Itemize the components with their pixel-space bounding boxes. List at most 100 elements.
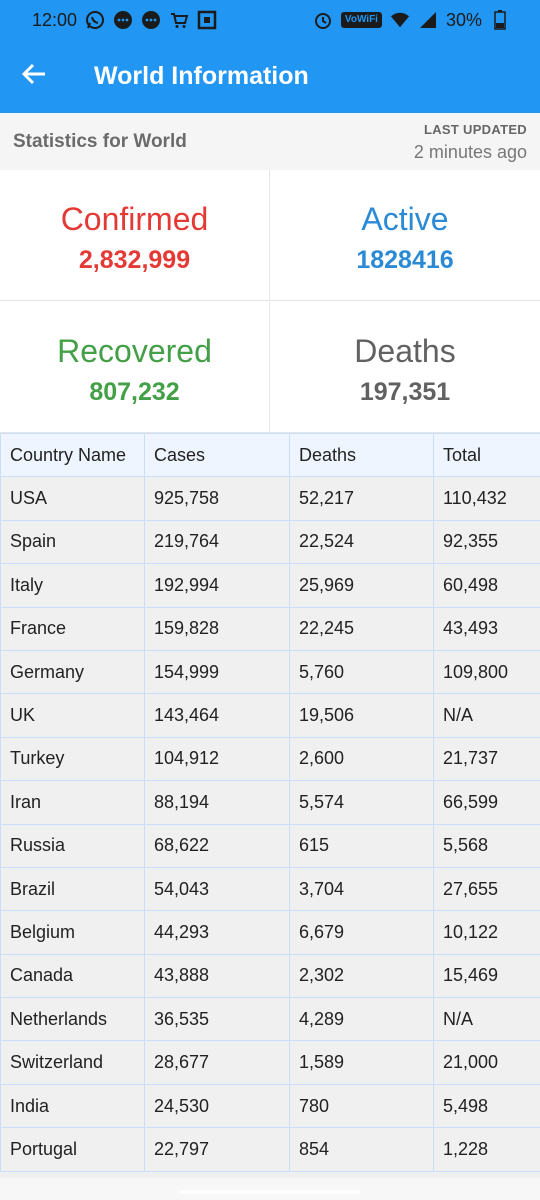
- cell-country: India: [0, 1083, 145, 1129]
- cell-deaths: 22,245: [289, 606, 434, 651]
- cell-country: Belgium: [0, 910, 145, 955]
- country-table-container[interactable]: Country Name Cases Deaths Total USA 925,7…: [0, 433, 540, 1178]
- table-row[interactable]: France 159,828 22,245 43,493: [0, 606, 540, 651]
- cell-total: 60,498: [433, 563, 540, 608]
- table-row[interactable]: Russia 68,622 615 5,568: [0, 823, 540, 868]
- cell-total: 5,498: [433, 1083, 540, 1129]
- status-time: 12:00: [32, 9, 78, 30]
- whatsapp-icon: [85, 10, 105, 30]
- cell-deaths: 4,289: [289, 997, 434, 1042]
- cell-deaths: 5,760: [289, 649, 434, 695]
- cell-cases: 36,535: [144, 997, 290, 1042]
- chat-bubble-icon: [113, 10, 133, 30]
- cell-total: 1,228: [433, 1127, 540, 1172]
- cell-cases: 219,764: [144, 519, 290, 565]
- confirmed-label: Confirmed: [60, 201, 209, 237]
- table-row[interactable]: Spain 219,764 22,524 92,355: [0, 519, 540, 565]
- cell-deaths: 615: [289, 823, 434, 868]
- stats-cards: Confirmed 2,832,999 Active 1828416 Recov…: [0, 170, 540, 433]
- cell-country: Iran: [0, 780, 145, 825]
- status-bar: 12:00 VoWiFi 30%: [0, 0, 540, 40]
- cell-total: 109,800: [433, 649, 540, 695]
- cell-cases: 159,828: [144, 606, 290, 651]
- recovered-card: Recovered 807,232: [0, 302, 270, 433]
- deaths-label: Deaths: [354, 333, 456, 369]
- cell-cases: 925,758: [144, 476, 290, 521]
- table-row[interactable]: UK 143,464 19,506 N/A: [0, 693, 540, 738]
- cell-deaths: 2,302: [289, 953, 434, 999]
- table-row[interactable]: Iran 88,194 5,574 66,599: [0, 780, 540, 825]
- cell-deaths: 6,679: [289, 910, 434, 955]
- cell-country: Canada: [0, 953, 145, 999]
- cell-total: 10,122: [433, 910, 540, 955]
- cell-cases: 68,622: [144, 823, 290, 868]
- table-row[interactable]: USA 925,758 52,217 110,432: [0, 476, 540, 521]
- header-deaths: Deaths: [289, 433, 434, 478]
- table-row[interactable]: Germany 154,999 5,760 109,800: [0, 649, 540, 695]
- recovered-label: Recovered: [57, 333, 212, 369]
- cell-cases: 43,888: [144, 953, 290, 999]
- cell-country: Netherlands: [0, 997, 145, 1042]
- table-row[interactable]: Switzerland 28,677 1,589 21,000: [0, 1040, 540, 1085]
- cell-deaths: 1,589: [289, 1040, 434, 1085]
- cell-total: 110,432: [433, 476, 540, 521]
- cell-deaths: 22,524: [289, 519, 434, 565]
- cell-deaths: 780: [289, 1083, 434, 1129]
- active-card: Active 1828416: [270, 170, 540, 301]
- cell-country: Germany: [0, 649, 145, 695]
- cart-icon: [169, 10, 189, 30]
- bottom-bar: [0, 1178, 540, 1200]
- table-header-row: Country Name Cases Deaths Total: [0, 433, 540, 478]
- table-row[interactable]: Belgium 44,293 6,679 10,122: [0, 910, 540, 955]
- cell-deaths: 3,704: [289, 866, 434, 912]
- cell-country: France: [0, 606, 145, 651]
- cell-deaths: 854: [289, 1127, 434, 1172]
- cell-deaths: 52,217: [289, 476, 434, 521]
- cell-total: 92,355: [433, 519, 540, 565]
- home-indicator[interactable]: [180, 1190, 360, 1194]
- cell-deaths: 19,506: [289, 693, 434, 738]
- cell-total: 21,000: [433, 1040, 540, 1085]
- cell-cases: 154,999: [144, 649, 290, 695]
- cell-country: Italy: [0, 563, 145, 608]
- arrow-left-icon: [21, 61, 47, 92]
- page-title: World Information: [94, 62, 309, 90]
- last-updated-value: 2 minutes ago: [413, 142, 527, 162]
- cell-total: N/A: [433, 997, 540, 1042]
- cell-country: Brazil: [0, 866, 145, 912]
- table-row[interactable]: India 24,530 780 5,498: [0, 1083, 540, 1129]
- cell-country: Portugal: [0, 1127, 145, 1172]
- cell-cases: 22,797: [144, 1127, 290, 1172]
- stats-title: Statistics for World: [13, 131, 187, 152]
- table-row[interactable]: Portugal 22,797 854 1,228: [0, 1127, 540, 1172]
- cell-cases: 54,043: [144, 866, 290, 912]
- header-cases: Cases: [144, 433, 290, 478]
- cell-country: Spain: [0, 519, 145, 565]
- chat-bubble-icon: [141, 10, 161, 30]
- table-row[interactable]: Netherlands 36,535 4,289 N/A: [0, 997, 540, 1042]
- table-row[interactable]: Brazil 54,043 3,704 27,655: [0, 866, 540, 912]
- vowifi-badge: VoWiFi: [340, 12, 382, 28]
- active-label: Active: [361, 201, 449, 237]
- cell-cases: 143,464: [144, 693, 290, 738]
- confirmed-value: 2,832,999: [78, 246, 191, 274]
- cell-deaths: 5,574: [289, 780, 434, 825]
- cell-total: 43,493: [433, 606, 540, 651]
- deaths-card: Deaths 197,351: [270, 302, 540, 433]
- deaths-value: 197,351: [359, 378, 451, 406]
- active-value: 1828416: [356, 246, 454, 274]
- back-button[interactable]: [4, 47, 64, 107]
- cell-total: N/A: [433, 693, 540, 738]
- country-table: Country Name Cases Deaths Total USA 925,7…: [0, 433, 540, 1172]
- table-row[interactable]: Turkey 104,912 2,600 21,737: [0, 736, 540, 782]
- cell-country: UK: [0, 693, 145, 738]
- qr-icon: [197, 10, 217, 30]
- cell-cases: 24,530: [144, 1083, 290, 1129]
- table-row[interactable]: Canada 43,888 2,302 15,469: [0, 953, 540, 999]
- cell-country: Russia: [0, 823, 145, 868]
- cell-country: Turkey: [0, 736, 145, 782]
- header-total: Total: [433, 433, 540, 478]
- last-updated-label: LAST UPDATED: [423, 122, 527, 137]
- alarm-icon: [313, 10, 333, 30]
- table-row[interactable]: Italy 192,994 25,969 60,498: [0, 563, 540, 608]
